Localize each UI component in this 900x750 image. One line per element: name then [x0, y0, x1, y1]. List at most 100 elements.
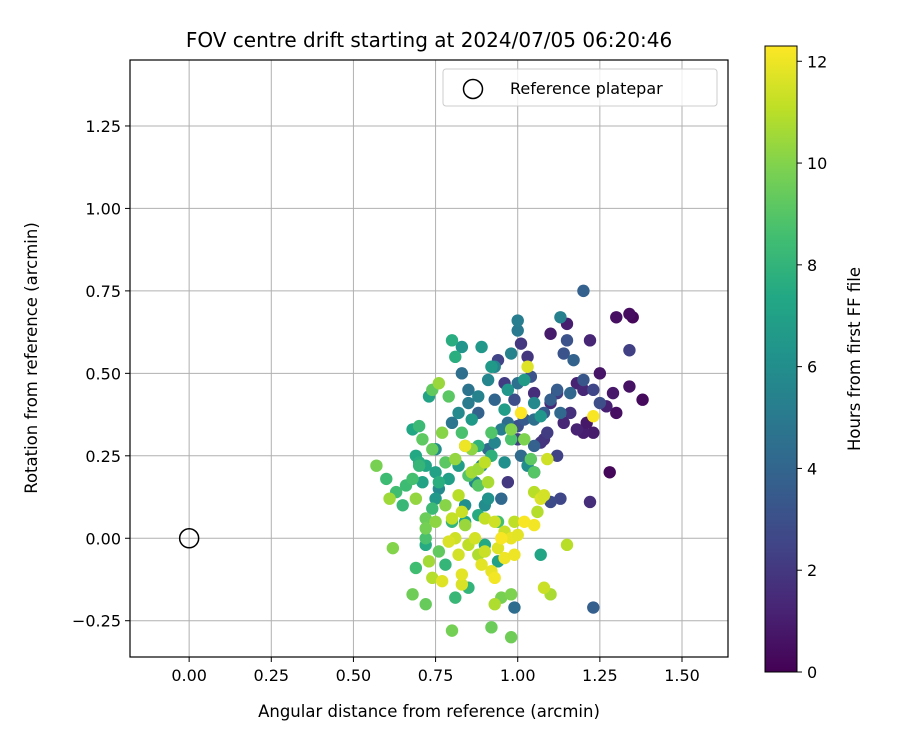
data-point — [550, 383, 564, 397]
data-point — [419, 512, 432, 525]
data-point — [488, 571, 501, 585]
data-point — [518, 515, 531, 528]
data-point — [416, 475, 429, 489]
data-point — [442, 390, 455, 403]
data-point — [527, 439, 541, 453]
data-point — [583, 495, 597, 509]
data-point — [481, 475, 495, 489]
data-point — [475, 340, 488, 354]
data-point — [455, 426, 469, 439]
colorbar-tick-label: 2 — [807, 561, 817, 580]
data-point — [432, 545, 446, 558]
data-point — [406, 588, 419, 601]
data-point — [412, 419, 426, 433]
data-point — [544, 393, 557, 406]
colorbar-label: Hours from first FF file — [845, 267, 864, 451]
legend-reference-marker — [462, 78, 484, 100]
data-point — [488, 436, 501, 449]
data-point — [442, 535, 455, 548]
data-point — [514, 337, 528, 350]
data-point — [636, 393, 649, 406]
data-point — [544, 327, 557, 340]
data-point — [514, 406, 528, 420]
data-point — [554, 406, 567, 420]
y-tick-label: 0.50 — [85, 364, 121, 383]
data-point — [593, 367, 607, 380]
y-tick-label: −0.25 — [72, 612, 121, 631]
y-tick-label: 0.25 — [85, 447, 121, 466]
data-points — [370, 284, 649, 644]
data-point — [435, 574, 449, 588]
data-point — [452, 548, 465, 561]
data-point — [534, 548, 547, 561]
data-point — [504, 433, 518, 446]
data-point — [504, 631, 518, 644]
data-point — [606, 386, 620, 400]
x-tick-label: 1.50 — [664, 666, 700, 685]
data-point — [472, 390, 485, 403]
data-point — [610, 311, 623, 324]
data-point — [435, 426, 449, 439]
data-point — [485, 360, 498, 373]
x-tick-label: 1.25 — [582, 666, 618, 685]
data-point — [577, 373, 590, 387]
data-point — [557, 347, 570, 360]
data-point — [554, 311, 567, 324]
data-point — [541, 452, 554, 466]
data-point — [603, 466, 616, 479]
data-point — [537, 489, 551, 502]
data-point — [462, 396, 475, 410]
data-point — [527, 386, 541, 400]
data-point — [429, 466, 442, 479]
colorbar-ticks: 0 2 4 6 8 10 12 — [797, 52, 827, 682]
data-point — [439, 499, 452, 512]
data-point — [406, 472, 419, 486]
data-point — [564, 406, 577, 420]
data-point — [426, 571, 439, 585]
x-axis-ticks: 0.00 0.25 0.50 0.75 1.00 1.25 1.50 — [171, 657, 700, 685]
reference-platepar-marker — [178, 528, 200, 549]
plot-frame — [129, 59, 729, 658]
data-point — [583, 334, 597, 347]
data-point — [465, 413, 478, 426]
data-point — [531, 505, 544, 519]
data-point — [527, 518, 541, 532]
data-point — [445, 334, 459, 347]
data-point — [419, 598, 432, 611]
data-point — [383, 492, 396, 505]
data-point — [442, 472, 455, 486]
data-point — [498, 456, 511, 469]
data-point — [409, 492, 423, 505]
data-point — [587, 426, 600, 439]
data-point — [455, 568, 469, 581]
data-point — [518, 373, 531, 387]
data-point — [478, 456, 492, 469]
data-point — [426, 502, 439, 515]
grid — [130, 60, 728, 657]
data-point — [521, 360, 534, 373]
data-point — [478, 512, 492, 525]
data-point — [560, 538, 574, 552]
data-point — [432, 377, 446, 390]
data-point — [432, 475, 446, 489]
data-point — [593, 396, 607, 410]
colorbar-gradient — [764, 45, 798, 673]
y-tick-label: 1.00 — [85, 199, 121, 218]
colorbar-tick-label: 8 — [807, 256, 817, 275]
data-point — [429, 492, 442, 505]
data-point — [498, 551, 511, 565]
data-point — [488, 515, 501, 528]
chart-title: FOV centre drift starting at 2024/07/05 … — [186, 28, 672, 52]
data-point — [481, 492, 495, 505]
data-point — [495, 492, 508, 505]
legend-label: Reference platepar — [510, 79, 663, 98]
legend-box — [442, 68, 718, 107]
data-point — [452, 406, 465, 420]
data-point — [488, 393, 501, 406]
data-point — [623, 380, 636, 393]
x-tick-label: 0.00 — [171, 666, 207, 685]
data-point — [419, 522, 432, 535]
data-point — [518, 433, 531, 446]
data-point — [550, 449, 564, 463]
